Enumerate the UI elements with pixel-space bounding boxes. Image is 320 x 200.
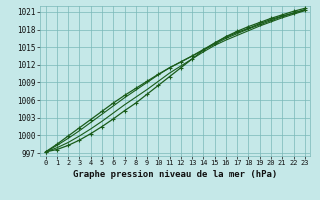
X-axis label: Graphe pression niveau de la mer (hPa): Graphe pression niveau de la mer (hPa) (73, 170, 277, 179)
